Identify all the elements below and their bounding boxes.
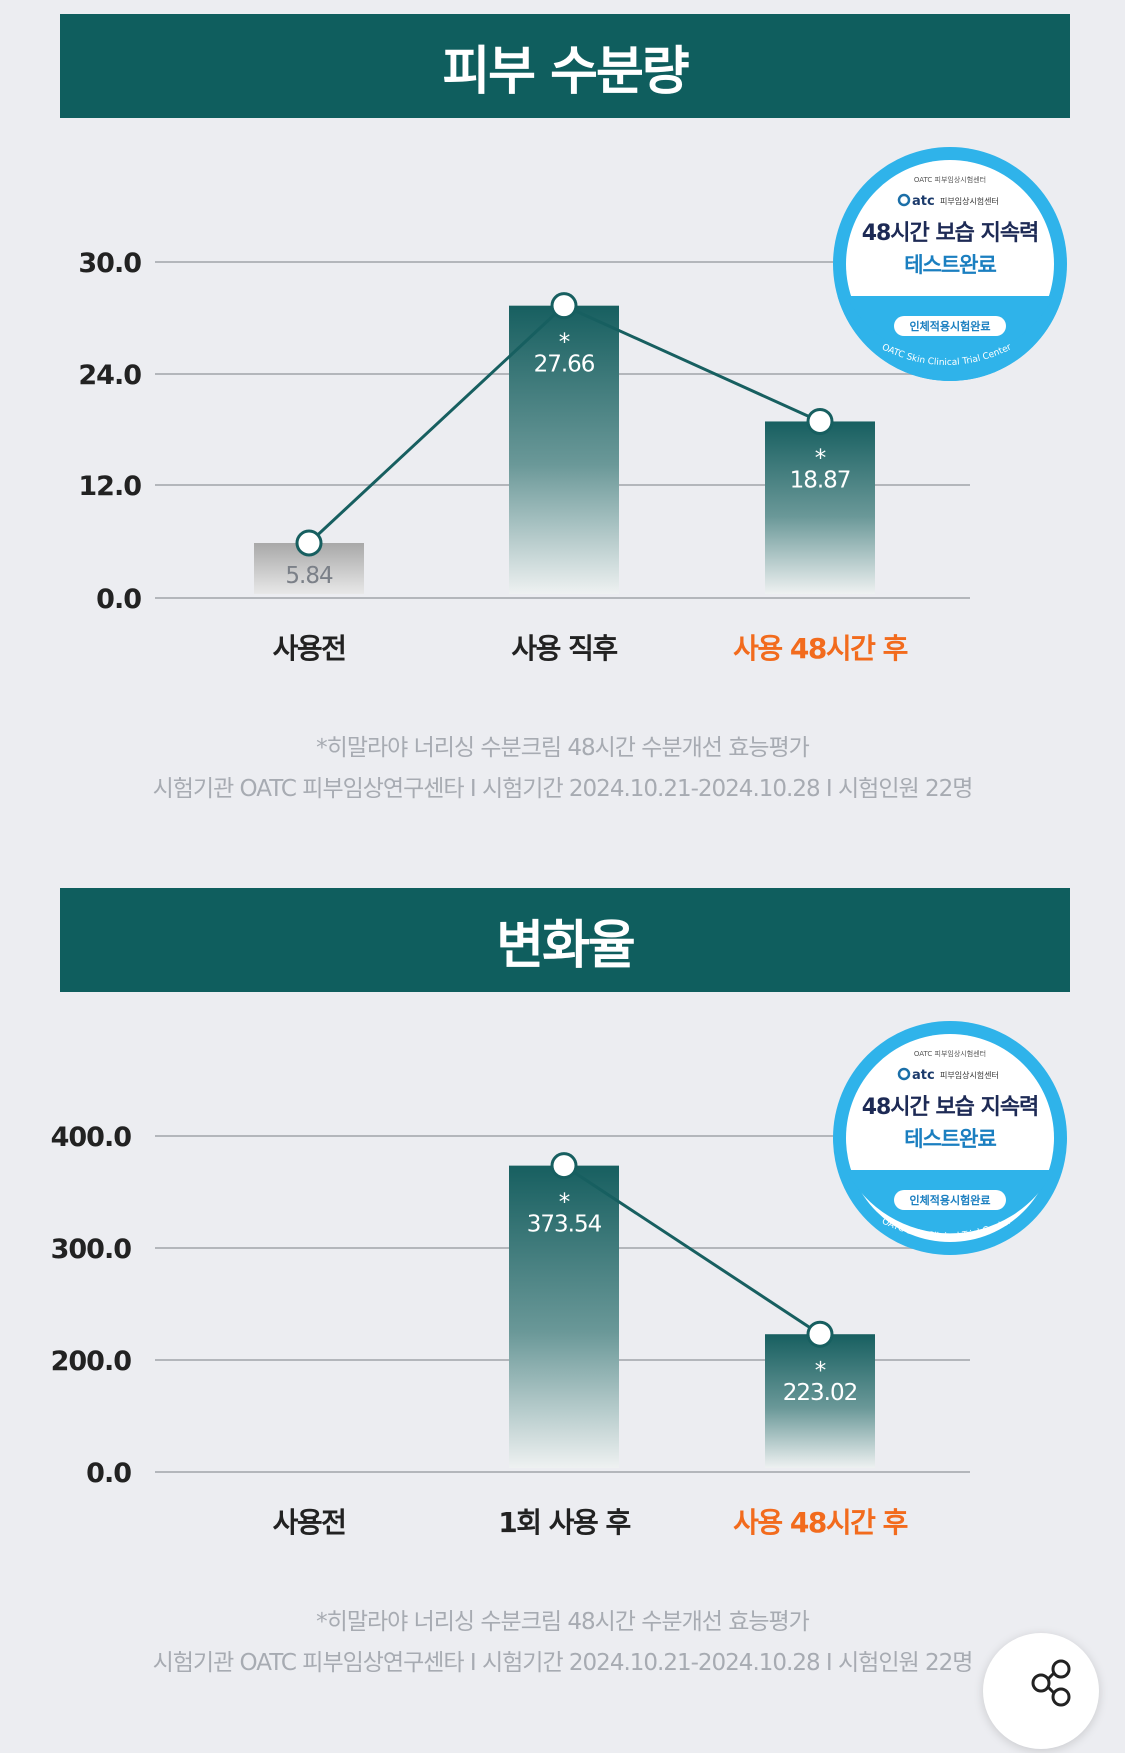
share-icon (1031, 1659, 1071, 1707)
value-label: 223.02 (783, 1380, 857, 1406)
data-point (550, 292, 578, 320)
data-point (295, 529, 323, 557)
significance-mark: * (559, 1190, 570, 1216)
badge-logo-icon (897, 1067, 911, 1081)
y-tick-label: 12.0 (78, 471, 141, 502)
chart-footnote: *히말라야 너리싱 수분크림 48시간 수분개선 효능평가 시험기관 OATC … (0, 728, 1125, 810)
footnote-line-2: 시험기관 OATC 피부임상연구센타 I 시험기간 2024.10.21-202… (152, 776, 974, 802)
y-tick-label: 400.0 (51, 1122, 132, 1153)
bar (509, 1165, 619, 1468)
data-point (550, 1152, 578, 1180)
test-complete-badge: OATC 피부임상시험센터 atc 피부임상시험센터 48시간 보습 지속력 테… (833, 1021, 1067, 1255)
chart-title: 피부 수분량 (442, 41, 689, 102)
data-point (806, 407, 834, 435)
badge-line2: 테스트완료 (904, 1127, 996, 1151)
badge-brand-sub: 피부임상시험센터 (940, 196, 999, 206)
bar (765, 1334, 875, 1468)
badge-small-top: OATC 피부임상시험센터 (914, 175, 986, 184)
value-label: 373.54 (527, 1212, 602, 1238)
y-tick-label: 200.0 (51, 1346, 132, 1377)
badge-logo-icon (897, 193, 911, 207)
y-tick-label: 30.0 (78, 248, 141, 279)
y-tick-label: 300.0 (51, 1234, 132, 1265)
y-tick-label: 0.0 (86, 1458, 131, 1489)
category-label: 사용 직후 (511, 632, 617, 665)
badge-pill-text: 인체적용시험완료 (910, 319, 991, 333)
badge-small-top: OATC 피부임상시험센터 (914, 1049, 986, 1058)
badge-pill (894, 1190, 1006, 1210)
value-label: 27.66 (534, 352, 595, 378)
chart-footnote: *히말라야 너리싱 수분크림 48시간 수분개선 효능평가 시험기관 OATC … (0, 1602, 1125, 1684)
category-label: 사용 48시간 후 (733, 632, 908, 665)
category-label: 1회 사용 후 (498, 1506, 630, 1539)
badge-line1: 48시간 보습 지속력 (862, 1095, 1039, 1120)
badge-brand: atc (912, 194, 935, 209)
footnote-line-1: *히말라야 너리싱 수분크림 48시간 수분개선 효능평가 (316, 735, 810, 761)
badge-line2: 테스트완료 (904, 253, 996, 277)
bar (765, 421, 875, 594)
footnote-line-2: 시험기관 OATC 피부임상연구센타 I 시험기간 2024.10.21-202… (152, 1650, 974, 1676)
value-label: 5.84 (285, 563, 333, 589)
change-rate-section: 변화율 400.0 300.0 200.0 0.0 * 373.54 * 223.02 사용전 1… (0, 874, 1125, 1716)
category-label: 사용전 (273, 1506, 346, 1539)
category-label: 사용 48시간 후 (733, 1506, 908, 1539)
share-button[interactable] (983, 1633, 1099, 1749)
chart-title: 변화율 (496, 915, 636, 976)
y-tick-label: 24.0 (78, 360, 141, 391)
significance-mark: * (559, 330, 570, 356)
data-point (806, 1320, 834, 1348)
y-tick-label: 0.0 (96, 584, 141, 615)
badge-brand-sub: 피부임상시험센터 (940, 1070, 999, 1080)
section-title-banner: 피부 수분량 (60, 14, 1070, 118)
skin-moisture-section: 피부 수분량 30.0 24.0 12.0 0.0 5.84 * 27.66 * 18.87 사용… (0, 0, 1125, 860)
badge-line1: 48시간 보습 지속력 (862, 221, 1039, 246)
badge-pill-text: 인체적용시험완료 (910, 1193, 991, 1207)
section-title-banner: 변화율 (60, 888, 1070, 992)
value-label: 18.87 (790, 467, 851, 493)
footnote-line-1: *히말라야 너리싱 수분크림 48시간 수분개선 효능평가 (316, 1609, 810, 1635)
badge-brand: atc (912, 1068, 935, 1083)
badge-pill (894, 316, 1006, 336)
bar (509, 305, 619, 594)
test-complete-badge: OATC 피부임상시험센터 atc 피부임상시험센터 48시간 보습 지속력 테… (832, 147, 1068, 382)
category-label: 사용전 (273, 632, 346, 665)
significance-mark: * (815, 1358, 826, 1384)
significance-mark: * (815, 445, 826, 471)
trend-line (563, 1164, 821, 1336)
